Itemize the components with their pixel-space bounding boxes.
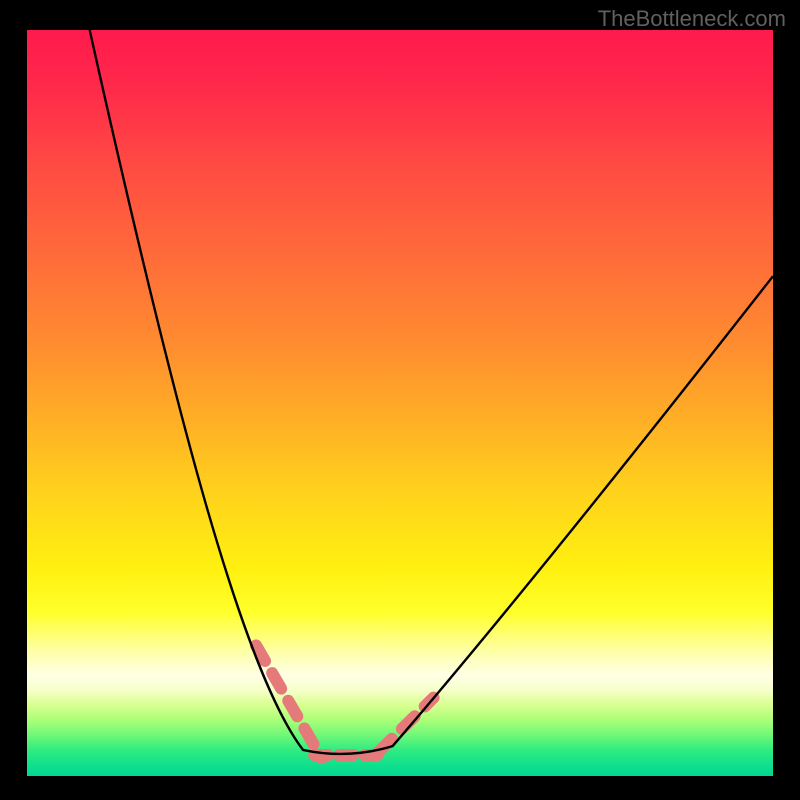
v-curve-path (90, 30, 773, 754)
plot-area (27, 30, 773, 776)
watermark-text: TheBottleneck.com (598, 6, 786, 32)
highlight-segment (256, 645, 322, 758)
highlight-segment (379, 698, 433, 752)
curve-layer (27, 30, 773, 776)
chart-stage: TheBottleneck.com (0, 0, 800, 800)
highlight-segments (256, 645, 434, 758)
